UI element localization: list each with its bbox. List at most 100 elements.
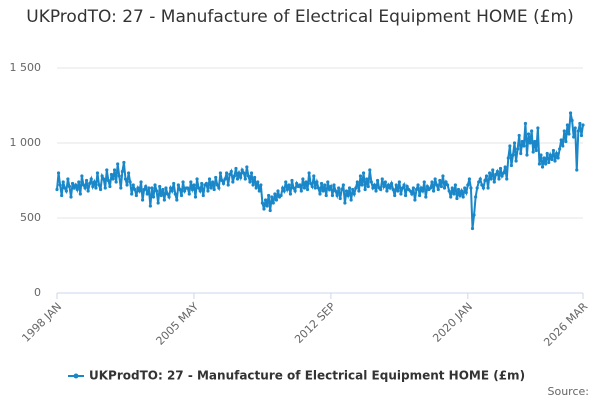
point xyxy=(298,183,302,187)
point xyxy=(212,187,216,192)
point xyxy=(313,186,317,190)
point xyxy=(480,183,484,187)
point xyxy=(267,193,271,198)
point xyxy=(270,195,274,199)
point xyxy=(562,129,566,133)
point xyxy=(248,180,252,184)
point xyxy=(223,177,227,181)
point xyxy=(455,196,459,201)
point xyxy=(379,187,383,192)
point xyxy=(405,184,409,189)
y-tick-label: 1 500 xyxy=(10,61,42,74)
y-tick-label: 1 000 xyxy=(10,136,42,149)
point xyxy=(324,193,328,198)
point xyxy=(575,168,579,172)
point xyxy=(491,168,495,172)
point xyxy=(433,177,437,181)
point xyxy=(446,183,450,187)
point xyxy=(492,180,496,184)
point xyxy=(559,138,563,142)
point xyxy=(453,183,457,187)
point xyxy=(489,177,493,181)
point xyxy=(106,178,110,183)
point xyxy=(88,181,92,186)
point xyxy=(486,186,490,190)
point xyxy=(343,201,347,205)
point xyxy=(211,180,215,184)
point xyxy=(249,171,254,175)
point xyxy=(162,198,166,202)
point xyxy=(449,195,453,199)
point xyxy=(500,174,504,178)
point xyxy=(178,187,182,192)
point xyxy=(192,183,196,187)
point xyxy=(281,186,285,190)
point xyxy=(464,190,468,195)
point xyxy=(567,132,571,136)
point xyxy=(164,186,168,190)
x-tick-label: 2026 MAR xyxy=(541,300,590,349)
point xyxy=(144,184,148,189)
point xyxy=(374,189,378,193)
point xyxy=(326,180,330,184)
point xyxy=(572,135,576,139)
point xyxy=(63,186,67,190)
y-tick-label: 500 xyxy=(20,211,41,224)
point xyxy=(363,187,367,192)
point xyxy=(442,186,447,190)
point xyxy=(542,156,546,160)
point xyxy=(371,186,375,190)
point xyxy=(391,187,395,192)
point xyxy=(410,192,414,196)
point xyxy=(466,183,470,187)
point xyxy=(290,178,294,183)
point xyxy=(154,189,159,193)
x-tick-label: 2012 SEP xyxy=(292,300,338,346)
point xyxy=(346,193,350,198)
point xyxy=(512,141,517,145)
point xyxy=(112,168,117,172)
point xyxy=(75,187,79,192)
point xyxy=(357,189,361,193)
point xyxy=(83,186,87,190)
point xyxy=(417,193,422,198)
point xyxy=(438,178,442,183)
point xyxy=(201,193,205,198)
point xyxy=(469,186,473,190)
point xyxy=(145,192,149,196)
point xyxy=(120,169,124,174)
point xyxy=(158,184,162,189)
point xyxy=(189,180,193,184)
point xyxy=(318,192,322,196)
point xyxy=(495,169,500,174)
point xyxy=(234,166,238,171)
point xyxy=(116,162,120,166)
point xyxy=(254,186,258,190)
point xyxy=(403,193,408,198)
point xyxy=(150,186,154,190)
point xyxy=(578,121,582,126)
point xyxy=(503,165,507,169)
point xyxy=(329,184,333,189)
point xyxy=(505,177,509,181)
point xyxy=(516,147,520,151)
point xyxy=(530,129,534,133)
point xyxy=(517,133,521,138)
point xyxy=(337,186,341,190)
point xyxy=(301,177,305,181)
point xyxy=(221,181,226,186)
point xyxy=(544,162,548,166)
point xyxy=(332,183,336,187)
point xyxy=(361,171,366,175)
point xyxy=(122,160,126,165)
point xyxy=(375,178,380,183)
point xyxy=(265,204,269,208)
point xyxy=(137,189,142,193)
point xyxy=(551,148,556,153)
point xyxy=(242,171,246,175)
point xyxy=(310,184,314,189)
point xyxy=(537,162,542,166)
point xyxy=(570,118,574,123)
point xyxy=(61,180,65,184)
point xyxy=(179,193,184,198)
